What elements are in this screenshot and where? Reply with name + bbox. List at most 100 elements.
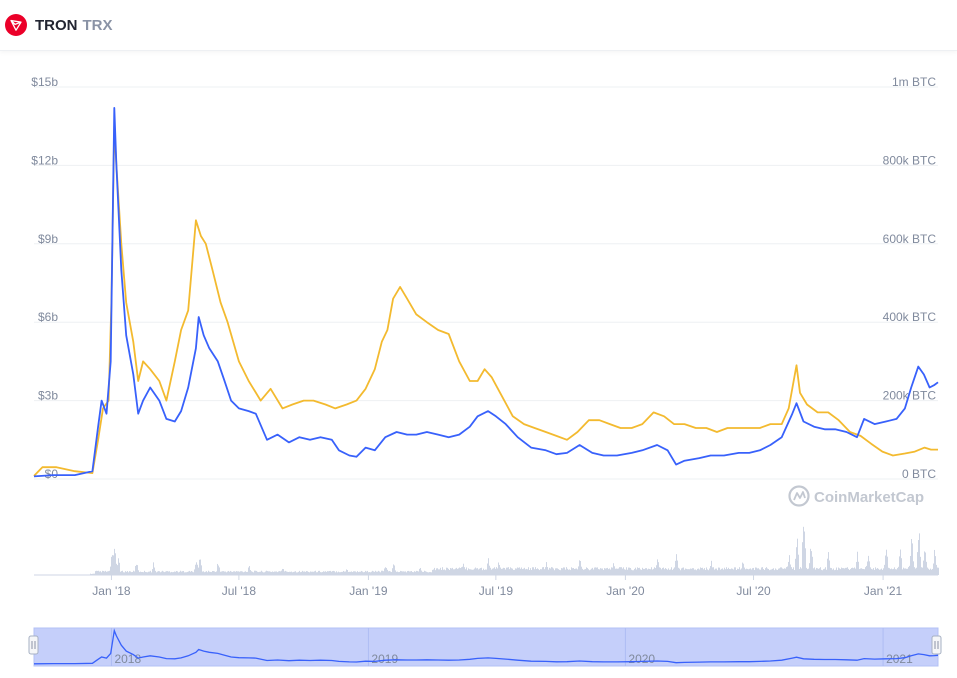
volume-bar (534, 569, 535, 575)
volume-bar (389, 570, 390, 575)
volume-bar (726, 567, 727, 575)
volume-bar (585, 569, 586, 575)
volume-bar (380, 572, 381, 575)
volume-bar (302, 570, 303, 575)
left-tick-label: $9b (38, 232, 58, 246)
right-tick-label: 400k BTC (883, 310, 937, 324)
volume-bar (708, 570, 709, 575)
volume-bar (517, 567, 518, 575)
volume-bar (167, 571, 168, 575)
volume-bar (136, 564, 137, 575)
volume-bar (228, 570, 229, 575)
volume-bar (178, 572, 179, 575)
volume-bar (231, 571, 232, 575)
volume-bar (818, 568, 819, 575)
volume-bar (792, 568, 793, 575)
volume-bar (324, 571, 325, 575)
volume-bar (384, 568, 385, 575)
volume-bar (554, 570, 555, 575)
volume-bar (199, 559, 200, 575)
volume-bar (432, 569, 433, 575)
navigator-window[interactable] (33, 627, 939, 667)
volume-bar (891, 568, 892, 575)
volume-bar (497, 568, 498, 575)
volume-bar (427, 572, 428, 575)
watermark: CoinMarketCap (788, 485, 924, 507)
volume-bar (270, 571, 271, 575)
volume-bar (876, 568, 877, 575)
volume-bar (155, 570, 156, 575)
navigator-left-handle[interactable] (28, 635, 39, 655)
volume-bar (548, 569, 549, 575)
volume-bar (673, 568, 674, 575)
volume-bar (551, 567, 552, 575)
volume-bar (494, 567, 495, 575)
volume-bar (571, 567, 572, 575)
volume-bar (592, 567, 593, 575)
volume-bar (103, 570, 104, 575)
volume-bar (557, 568, 558, 575)
volume-bar (463, 563, 464, 575)
volume-bar (881, 568, 882, 575)
volume-bar (359, 571, 360, 575)
volume-bar (636, 569, 637, 575)
right-tick-label: 1m BTC (892, 75, 936, 89)
market-cap-line[interactable] (33, 107, 939, 478)
volume-bar (563, 567, 564, 575)
navigator-tick-label: 2020 (628, 652, 655, 666)
price-btc-line[interactable] (33, 125, 938, 477)
volume-bar (442, 567, 443, 575)
volume-bar (737, 568, 738, 575)
volume-bar (714, 569, 715, 575)
volume-bar (719, 567, 720, 575)
volume-bar (197, 564, 198, 575)
volume-bar (431, 572, 432, 575)
volume-bar (131, 572, 132, 575)
volume-bar (583, 569, 584, 575)
volume-bar (510, 567, 511, 575)
volume-bar (388, 571, 389, 575)
volume-bar (526, 568, 527, 575)
volume-bar (776, 569, 777, 575)
volume-bar (298, 571, 299, 575)
volume-bar (759, 569, 760, 575)
volume-bar (837, 570, 838, 575)
volume-bar (901, 558, 902, 575)
volume-bar (411, 571, 412, 575)
volume-bar (931, 569, 932, 575)
range-navigator[interactable]: 2018 2019 2020 2021 (28, 627, 942, 667)
volume-bar (696, 570, 697, 575)
volume-bar (281, 570, 282, 575)
volume-bar (853, 568, 854, 575)
volume-bar (912, 543, 913, 575)
volume-bar (921, 567, 922, 575)
navigator-right-handle[interactable] (931, 635, 942, 655)
volume-bar (895, 569, 896, 575)
volume-bar (225, 571, 226, 575)
volume-bar (398, 572, 399, 575)
volume-bar (566, 567, 567, 575)
volume-bar (780, 567, 781, 575)
volume-bar (366, 571, 367, 575)
volume-bar (441, 569, 442, 575)
volume-bar (115, 553, 116, 575)
volume-bar (368, 572, 369, 575)
volume-bar (775, 568, 776, 575)
volume-bar (478, 569, 479, 575)
volume-bar (105, 570, 106, 575)
volume-bar (661, 569, 662, 575)
volume-bar (614, 566, 615, 575)
volume-bar (665, 568, 666, 575)
volume-bar (468, 568, 469, 575)
volume-bar (321, 572, 322, 575)
volume-bar (446, 567, 447, 575)
volume-bar (294, 571, 295, 575)
volume-bar (372, 570, 373, 575)
volume-bar (140, 571, 141, 575)
volume-bar (395, 570, 396, 575)
volume-bar (806, 567, 807, 575)
volume-bar (310, 571, 311, 575)
volume-bar (374, 571, 375, 575)
volume-bar (929, 569, 930, 575)
